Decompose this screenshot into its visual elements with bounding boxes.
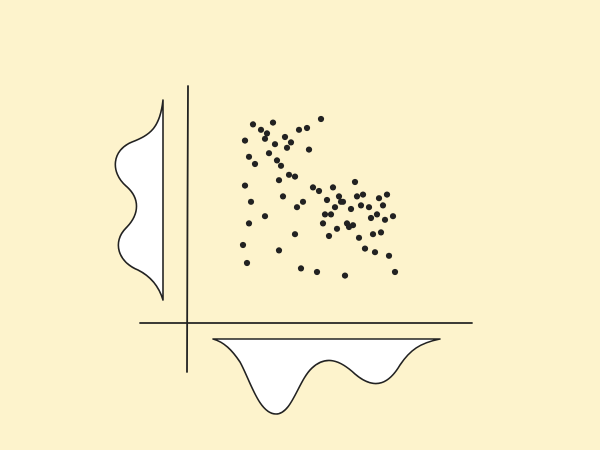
scatter-point — [341, 272, 349, 279]
left-marginal-density — [114, 99, 164, 301]
scatter-point — [351, 178, 359, 186]
scatter-point — [327, 211, 335, 218]
scatter-point — [379, 202, 387, 209]
scatter-point — [357, 202, 365, 209]
scatter-point — [325, 232, 333, 240]
scatter-point — [391, 268, 399, 276]
scatter-point — [283, 144, 291, 151]
scatter-point — [355, 234, 363, 241]
scatter-point — [257, 126, 265, 133]
scatter-point — [361, 245, 369, 252]
scatter-point — [299, 198, 307, 205]
scatter-point — [251, 160, 259, 168]
scatter-point — [317, 115, 325, 123]
scatter-point — [319, 220, 327, 227]
scatter-point — [333, 225, 341, 232]
scatter-point — [321, 211, 329, 218]
scatter-point — [323, 196, 331, 204]
scatter-point — [335, 193, 343, 200]
scatter-point — [291, 173, 299, 180]
bottom-marginal-density — [212, 338, 441, 415]
scatter-point — [271, 141, 279, 148]
scatter-point — [349, 222, 357, 229]
scatter-point — [265, 150, 273, 157]
scatter-point — [279, 193, 287, 200]
scatter-point — [329, 184, 337, 191]
scatter-point — [261, 213, 269, 220]
scatter-point — [371, 249, 379, 256]
scatter-point — [241, 182, 249, 189]
scatter-point — [313, 268, 321, 276]
scatter-point — [249, 121, 257, 128]
scatter-point — [375, 195, 383, 202]
scatter-point — [243, 259, 251, 267]
scatter-point — [297, 265, 305, 272]
scatter-point — [277, 162, 285, 169]
scatter-point — [347, 205, 355, 213]
scatter-point — [293, 204, 301, 211]
scatter-point — [247, 198, 255, 205]
scatter-point — [295, 126, 303, 133]
scatter-point — [369, 231, 377, 238]
scatter-point — [273, 157, 281, 164]
scatter-point — [367, 214, 375, 222]
scatter-point — [331, 204, 339, 211]
scatter-point — [245, 220, 253, 227]
scatter-point — [263, 130, 271, 137]
scatter-point — [287, 139, 295, 146]
scatter-point — [303, 124, 311, 132]
scatter-point — [309, 184, 317, 191]
scatter-point — [305, 146, 313, 153]
scatter-point — [353, 193, 361, 200]
scatter-point — [373, 211, 381, 218]
scatter-point — [359, 191, 367, 198]
scatter-point — [365, 204, 373, 211]
scatter-point — [383, 191, 391, 198]
scatter-point — [385, 252, 393, 259]
y-axis-line — [186, 85, 189, 373]
scatter-point — [245, 153, 253, 160]
scatter-point — [239, 241, 247, 249]
scatter-point — [275, 247, 283, 254]
scatter-point — [281, 133, 289, 141]
scatter-point — [241, 137, 249, 144]
scatter-point — [291, 231, 299, 238]
scatter-point — [389, 213, 397, 220]
scatter-point — [339, 198, 347, 205]
scatter-point — [315, 187, 323, 195]
scatter-points — [239, 115, 399, 279]
scatter-point — [285, 171, 293, 178]
scatter-point — [381, 216, 389, 223]
scatter-point — [261, 135, 269, 142]
scatter-point — [269, 119, 277, 126]
scatter-point — [275, 177, 283, 184]
scatter-point — [377, 229, 385, 236]
